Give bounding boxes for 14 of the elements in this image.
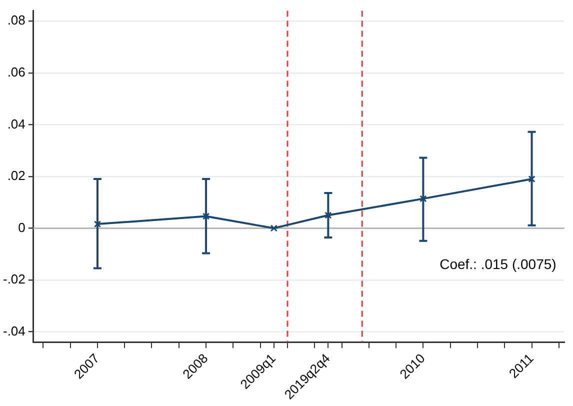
y-tick-label: .06 bbox=[7, 64, 26, 80]
y-tick-label: .04 bbox=[7, 116, 26, 132]
point bbox=[420, 195, 427, 202]
y-tick-label: -.04 bbox=[2, 323, 26, 338]
y-tick-label: 0 bbox=[18, 220, 26, 235]
y-tick-label: -.02 bbox=[2, 272, 26, 287]
point bbox=[324, 212, 332, 219]
y-tick-label: .02 bbox=[7, 168, 26, 184]
point bbox=[270, 224, 278, 232]
point bbox=[94, 220, 102, 228]
point bbox=[528, 175, 536, 183]
y-tick-label: .08 bbox=[7, 12, 26, 28]
annotation: Coef.: .015 (.0075) bbox=[440, 256, 556, 272]
point bbox=[202, 212, 210, 220]
